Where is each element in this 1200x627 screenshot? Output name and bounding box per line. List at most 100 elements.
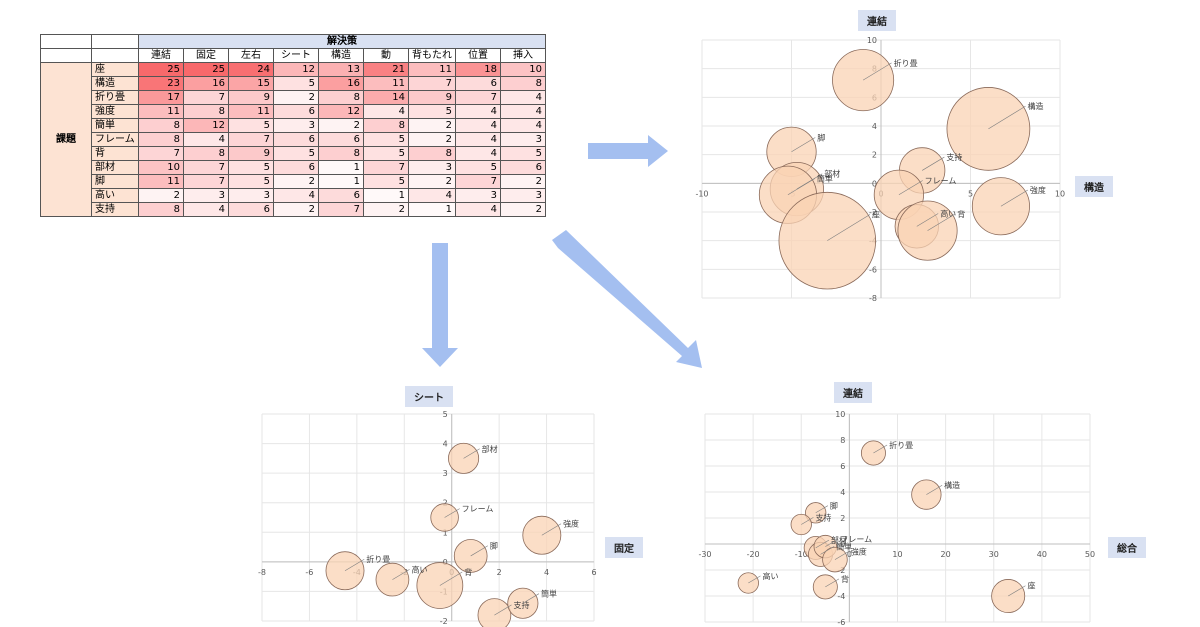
table-cell: 7	[183, 90, 229, 105]
bubble-label: 支持	[946, 152, 962, 162]
table-row: 折り畳 17 7 9 2 8 14 9 7 4	[41, 90, 546, 105]
table-row: 高い 2 3 3 4 6 1 4 3 3	[41, 188, 546, 203]
table-cell: 5	[363, 146, 409, 161]
table-cell: 8	[138, 202, 184, 217]
column-header: 動	[363, 48, 409, 63]
arrow-right	[588, 135, 668, 167]
table-cell: 2	[500, 174, 546, 189]
bubble-label: 簡単	[541, 589, 557, 599]
table-cell: 8	[138, 132, 184, 147]
table-cell: 4	[500, 104, 546, 119]
leader-line	[463, 448, 480, 459]
y-tick-label: 0	[872, 179, 877, 188]
table-cell: 2	[408, 132, 456, 147]
bubble-label: 高い	[940, 208, 956, 218]
row-label: フレーム	[91, 132, 139, 147]
table-cell: 6	[273, 160, 319, 175]
bubble-label: 強度	[563, 519, 579, 529]
leader-line	[922, 156, 945, 171]
x-tick-label: -10	[695, 189, 708, 198]
table-cell: 5	[408, 104, 456, 119]
y-tick-label: 0	[443, 558, 448, 567]
table-cell: 6	[273, 132, 319, 147]
table-corner	[40, 34, 92, 49]
table-cell: 12	[273, 62, 319, 77]
x-tick-label: 4	[544, 568, 549, 577]
leader-line	[1008, 585, 1026, 597]
chart2-title: シート	[405, 386, 453, 407]
leader-line	[494, 604, 512, 616]
table-row: 課題座 25 25 24 12 13 21 11 18 10	[40, 62, 546, 217]
x-tick-label: 10	[892, 550, 902, 559]
bubble-label: 簡単	[836, 541, 852, 551]
bubble-label: 強度	[851, 546, 867, 556]
bubble-chart-1: -10-50510-8-6-4-20246810折り畳構造脚支持部材簡単フレーム…	[695, 36, 1065, 303]
table-cell: 2	[408, 118, 456, 133]
row-label: 折り畳	[91, 90, 139, 105]
leader-line	[470, 545, 488, 557]
bubble-label: フレーム	[840, 535, 872, 544]
row-label: 簡単	[91, 118, 139, 133]
table-cell: 9	[228, 90, 274, 105]
table-cell: 7	[228, 132, 274, 147]
table-row: 支持 8 4 6 2 7 2 1 4 2	[41, 202, 546, 217]
column-header: 左右	[228, 48, 274, 63]
table-cell: 4	[455, 202, 501, 217]
bubble-label: 支持	[815, 512, 831, 522]
leader-line	[541, 523, 562, 536]
bubble-label: 簡単	[817, 173, 833, 183]
table-cell: 8	[183, 104, 229, 119]
leader-line	[834, 551, 849, 560]
x-tick-label: 20	[941, 550, 951, 559]
table-cell: 11	[363, 76, 409, 91]
leader-line	[825, 578, 840, 588]
x-tick-label: 2	[497, 568, 502, 577]
table-row: 簡単 8 12 5 3 2 8 2 4 4	[41, 118, 546, 133]
table-corner	[91, 34, 139, 49]
table-cell: 4	[500, 90, 546, 105]
x-tick-label: -8	[258, 568, 266, 577]
table-cell: 4	[408, 188, 456, 203]
bubble-chart-2: -8-6-4-20246-2-1012345部材フレーム強度脚折り畳高い背支持簡…	[258, 410, 597, 627]
y-tick-label: -6	[869, 265, 877, 274]
table-cell: 5	[228, 174, 274, 189]
y-tick-label: 10	[867, 36, 877, 45]
x-tick-label: -10	[795, 550, 808, 559]
table-cell: 10	[138, 160, 184, 175]
data-bubble	[778, 191, 877, 290]
bubble-label: 脚	[830, 501, 838, 511]
bubble-label: 背	[957, 209, 965, 219]
table-cell: 11	[138, 104, 184, 119]
chart1-x-axis-label: 構造	[1075, 176, 1113, 197]
table-cell: 2	[363, 202, 409, 217]
bubble-label: 強度	[1030, 185, 1046, 195]
y-tick-label: 4	[872, 122, 877, 131]
data-bubble	[822, 546, 848, 573]
table-row: 構造 23 16 15 5 16 11 7 6 8	[41, 76, 546, 91]
x-tick-label: -30	[698, 550, 711, 559]
table-cell: 6	[455, 76, 501, 91]
row-label: 強度	[91, 104, 139, 119]
leader-line	[439, 571, 463, 586]
column-header: 挿入	[500, 48, 546, 63]
bubble-label: 構造	[944, 480, 960, 490]
table-cell: 6	[318, 188, 364, 203]
table-cell: 24	[228, 62, 274, 77]
data-bubble	[911, 479, 942, 510]
table-cell: 7	[408, 76, 456, 91]
x-tick-label: -6	[305, 568, 313, 577]
bubble-label: 脚	[817, 132, 825, 142]
y-tick-label: 2	[443, 499, 448, 508]
bubble-label: 部材	[824, 169, 840, 179]
table-cell: 14	[363, 90, 409, 105]
y-tick-label: -4	[837, 592, 845, 601]
row-group-label: 課題	[40, 62, 92, 217]
bubble-label: 背	[464, 567, 472, 577]
leader-line	[392, 569, 410, 580]
bubble-label: 高い	[763, 571, 779, 581]
row-label: 部材	[91, 160, 139, 175]
bubble-chart-3: -30-20-1001020304050-6-4-20246810折り畳構造脚支…	[698, 410, 1095, 627]
table-cell: 4	[363, 104, 409, 119]
table-cell: 3	[183, 188, 229, 203]
